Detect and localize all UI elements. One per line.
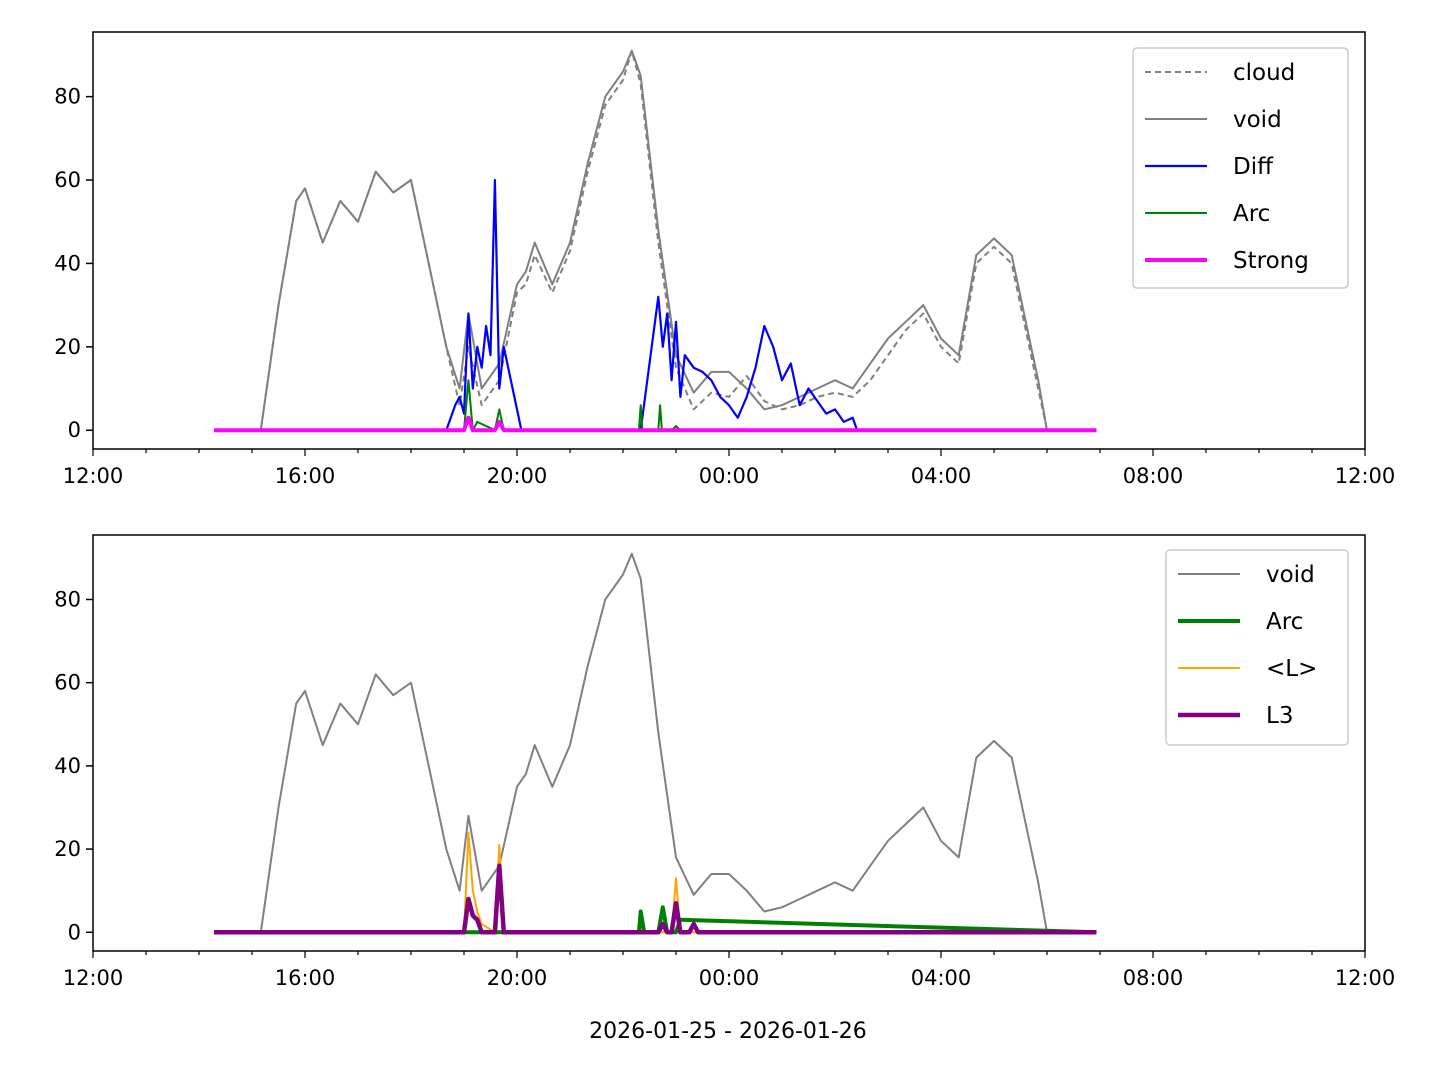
y-tick-label: 0 bbox=[68, 920, 81, 944]
y-tick-label: 40 bbox=[54, 251, 81, 275]
series-group bbox=[214, 552, 1097, 935]
y-tick-label: 20 bbox=[54, 837, 81, 861]
x-tick-label: 00:00 bbox=[699, 464, 760, 488]
legend-label: Diff bbox=[1233, 154, 1274, 180]
y-tick-label: 80 bbox=[54, 85, 81, 109]
legend-label: <L> bbox=[1266, 656, 1317, 682]
x-tick-label: 12:00 bbox=[1335, 966, 1396, 990]
x-tick-label: 00:00 bbox=[699, 966, 760, 990]
legend-label: Arc bbox=[1233, 201, 1270, 227]
series-line-arc bbox=[214, 905, 1097, 935]
y-tick-label: 20 bbox=[54, 335, 81, 359]
x-tick-label: 08:00 bbox=[1123, 464, 1184, 488]
x-tick-label: 12:00 bbox=[63, 464, 124, 488]
bottom-panel: 0 20 40 60 80 12:00 16:00 20:00 00:00 04:00 08:00 1… bbox=[54, 534, 1396, 990]
x-tick-label: 04:00 bbox=[911, 966, 972, 990]
legend: cloud void Diff Arc Strong bbox=[1132, 47, 1349, 289]
x-axis-label: 2026-01-25 - 2026-01-26 bbox=[589, 1019, 867, 1044]
legend-label: void bbox=[1233, 107, 1282, 133]
legend-box bbox=[1132, 47, 1349, 289]
series-line-arc bbox=[463, 379, 682, 432]
y-tick-label: 60 bbox=[54, 671, 81, 695]
y-tick-label: 40 bbox=[54, 754, 81, 778]
series-line-strong bbox=[214, 415, 1097, 433]
legend-box bbox=[1165, 549, 1349, 746]
legend-label: void bbox=[1266, 562, 1315, 588]
series-line-diff bbox=[445, 178, 859, 432]
y-tick-label: 80 bbox=[54, 587, 81, 611]
y-tick-label: 60 bbox=[54, 168, 81, 192]
x-tick-label: 20:00 bbox=[487, 464, 548, 488]
legend-label: Arc bbox=[1266, 609, 1303, 635]
legend-label: L3 bbox=[1266, 703, 1293, 729]
x-tick-label: 08:00 bbox=[1123, 966, 1184, 990]
x-tick-label: 20:00 bbox=[487, 966, 548, 990]
legend: void Arc <L> L3 bbox=[1165, 549, 1349, 746]
series-line-void bbox=[214, 49, 1097, 432]
series-line-l bbox=[214, 831, 1097, 934]
series-line-cloud bbox=[214, 49, 1097, 432]
y-tick-label: 0 bbox=[68, 418, 81, 442]
series-group bbox=[214, 49, 1097, 433]
legend-label: Strong bbox=[1233, 248, 1309, 274]
x-tick-label: 16:00 bbox=[275, 966, 336, 990]
x-tick-label: 16:00 bbox=[275, 464, 336, 488]
x-tick-label: 12:00 bbox=[63, 966, 124, 990]
x-tick-label: 12:00 bbox=[1335, 464, 1396, 488]
series-line-void bbox=[214, 552, 1097, 934]
top-panel: 0 20 40 60 80 12:00 16:00 20:00 00:00 04:00 08:00 1… bbox=[54, 31, 1396, 488]
series-line-l3 bbox=[214, 863, 1097, 935]
legend-label: cloud bbox=[1233, 60, 1295, 86]
x-tick-label: 04:00 bbox=[911, 464, 972, 488]
